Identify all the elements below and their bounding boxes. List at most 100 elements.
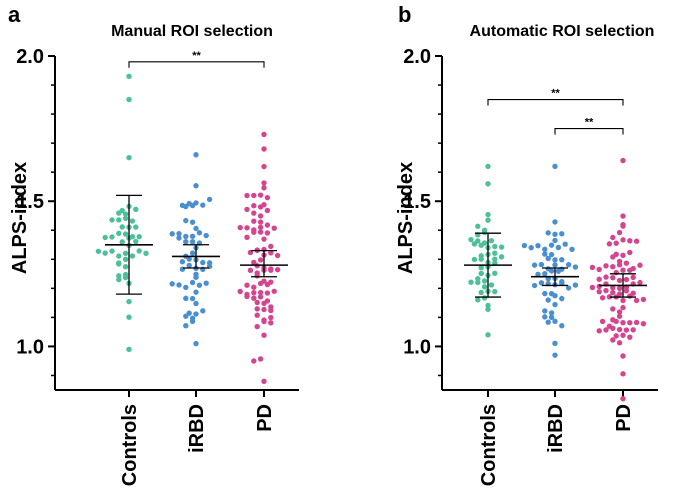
data-point <box>203 280 209 286</box>
data-point <box>196 230 203 236</box>
data-point <box>492 270 498 276</box>
data-point <box>119 224 125 230</box>
data-point <box>488 282 495 288</box>
data-point <box>545 319 551 325</box>
data-point <box>186 200 192 207</box>
data-point <box>129 218 136 224</box>
data-point <box>478 289 484 296</box>
data-point <box>542 251 548 257</box>
data-point <box>193 225 199 232</box>
data-point <box>559 278 565 285</box>
data-point <box>620 237 626 243</box>
data-point <box>116 253 122 259</box>
data-point <box>633 238 640 244</box>
data-point <box>548 291 555 297</box>
x-tick-label-pd: PD <box>254 404 276 432</box>
data-point <box>261 202 267 208</box>
data-point <box>264 290 271 296</box>
y-tick-label: 1.0 <box>403 336 431 358</box>
data-point <box>572 264 579 270</box>
data-point <box>542 314 548 320</box>
data-point <box>116 217 122 223</box>
data-point <box>521 242 528 249</box>
data-point <box>528 244 534 251</box>
x-tick-label-irbd: iRBD <box>545 404 567 453</box>
data-point <box>261 131 267 138</box>
data-point <box>261 317 267 323</box>
data-point <box>126 96 132 103</box>
data-point <box>179 266 186 272</box>
data-point <box>261 180 267 186</box>
data-point <box>257 229 264 235</box>
data-point <box>485 306 491 312</box>
data-point <box>244 234 250 241</box>
data-point <box>637 279 643 286</box>
data-point <box>264 222 271 228</box>
x-tick-label-controls: Controls <box>119 404 141 486</box>
data-point <box>254 270 260 276</box>
data-point <box>620 353 626 359</box>
data-point <box>129 234 136 240</box>
data-point <box>531 262 538 268</box>
panel-letter: a <box>8 2 21 27</box>
data-point <box>189 219 196 225</box>
data-point <box>475 279 481 286</box>
x-tick-label-irbd: iRBD <box>186 404 208 453</box>
data-point <box>620 332 626 338</box>
data-point <box>616 285 623 292</box>
data-point <box>268 279 274 285</box>
data-point <box>274 252 281 259</box>
data-point <box>572 282 579 288</box>
data-point <box>478 265 484 271</box>
data-point <box>122 211 129 217</box>
data-point <box>193 200 199 206</box>
data-point <box>193 289 199 295</box>
data-point <box>475 297 481 303</box>
data-point <box>257 356 264 362</box>
data-point <box>562 241 568 247</box>
significance-bracket <box>128 61 265 68</box>
data-point <box>247 267 254 273</box>
data-point <box>254 306 260 312</box>
data-point <box>565 261 572 268</box>
data-point <box>200 202 206 208</box>
data-point <box>481 284 488 290</box>
data-point <box>261 332 267 338</box>
data-point <box>203 232 209 239</box>
data-point <box>237 224 243 231</box>
data-point <box>109 234 115 240</box>
y-tick-label: 2.0 <box>403 46 431 68</box>
data-point <box>623 260 630 266</box>
data-point <box>616 326 623 333</box>
data-point <box>630 290 636 296</box>
data-point <box>193 183 199 189</box>
data-point <box>620 319 626 326</box>
data-point <box>481 227 488 234</box>
data-point <box>630 274 636 281</box>
data-point <box>257 213 264 219</box>
data-point <box>478 253 484 259</box>
data-point <box>179 259 186 265</box>
data-point <box>610 274 616 281</box>
data-point <box>492 288 498 295</box>
data-point <box>169 281 175 287</box>
data-point <box>481 278 488 284</box>
data-point <box>481 295 488 301</box>
data-point <box>189 233 196 239</box>
data-point <box>251 289 257 296</box>
data-point <box>254 299 260 306</box>
data-point <box>261 236 267 242</box>
data-point <box>559 231 565 237</box>
data-point <box>620 221 626 228</box>
data-point <box>183 217 189 224</box>
data-point <box>485 211 491 218</box>
data-point <box>637 262 643 268</box>
data-point <box>538 261 545 268</box>
data-point <box>613 240 619 246</box>
data-point <box>251 210 257 216</box>
data-point <box>559 295 565 302</box>
data-point <box>126 298 132 305</box>
data-point <box>616 258 623 265</box>
data-point <box>176 230 182 237</box>
data-point <box>261 278 267 284</box>
